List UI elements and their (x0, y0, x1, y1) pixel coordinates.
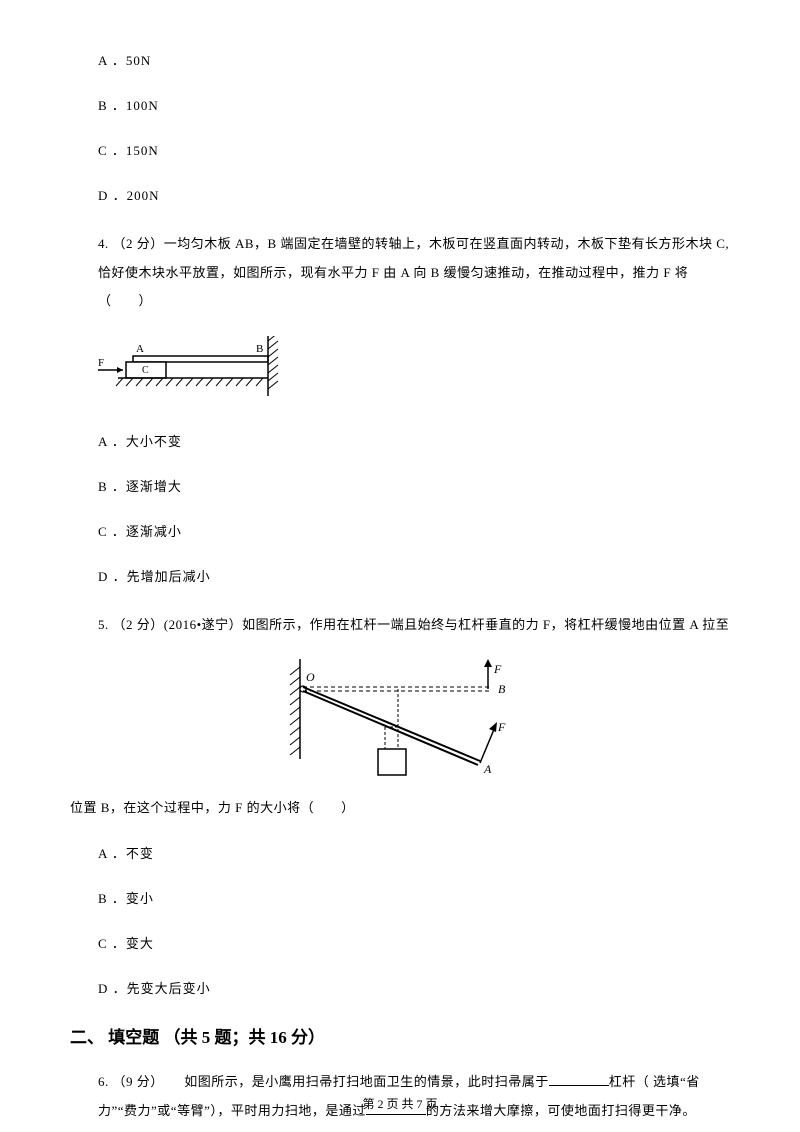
q5-option-b: B ．变小 (70, 888, 730, 907)
q5-option-a: A ．不变 (70, 843, 730, 862)
q4-option-b: B ．逐渐增大 (70, 476, 730, 495)
q3-option-c: C ．150N (70, 140, 730, 159)
q5-figure: O B A F F (70, 659, 730, 794)
q4-stem: 4. （2 分）一均匀木板 AB，B 端固定在墙壁的转轴上，木板可在竖直面内转动… (70, 230, 730, 316)
q3-option-b: B ．100N (70, 95, 730, 114)
q4-figure: A B C F (98, 336, 730, 411)
q5-option-c: C ．变大 (70, 933, 730, 952)
q5-option-d: D ．先变大后变小 (70, 978, 730, 997)
svg-text:O: O (306, 670, 315, 684)
svg-text:A: A (483, 762, 492, 776)
q4-option-d: D ．先增加后减小 (70, 566, 730, 585)
q6-blank1[interactable] (549, 1072, 609, 1086)
page-footer: 第 2 页 共 7 页 (0, 1095, 800, 1112)
svg-text:B: B (498, 682, 506, 696)
svg-text:A: A (136, 343, 144, 355)
section2-header: 二、 填空题 （共 5 题；共 16 分） (70, 1023, 730, 1048)
svg-text:F: F (98, 357, 104, 369)
svg-text:F: F (493, 662, 502, 676)
q3-option-a: A ．50N (70, 50, 730, 69)
svg-text:C: C (142, 365, 149, 376)
q5-stem-after: 位置 B，在这个过程中，力 F 的大小将（ ） (70, 794, 730, 823)
svg-text:B: B (256, 343, 263, 355)
q4-option-c: C ．逐渐减小 (70, 521, 730, 540)
q4-option-a: A ．大小不变 (70, 431, 730, 450)
svg-text:F: F (497, 720, 506, 734)
q6-part1: 6. （9 分） 如图所示，是小鹰用扫帚打扫地面卫生的情景，此时扫帚属于 (98, 1074, 549, 1089)
q3-option-d: D ．200N (70, 185, 730, 204)
q5-stem-before: 5. （2 分）(2016•遂宁）如图所示，作用在杠杆一端且始终与杠杆垂直的力 … (70, 611, 730, 640)
